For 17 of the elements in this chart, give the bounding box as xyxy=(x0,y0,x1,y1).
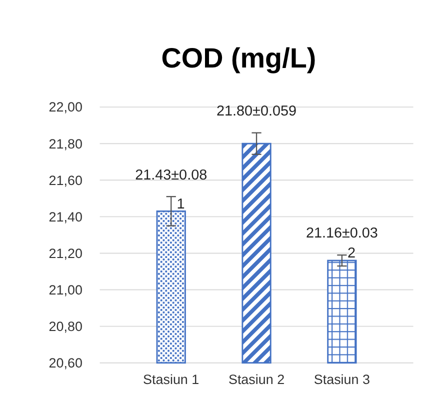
y-tick-label: 21,60 xyxy=(48,172,82,188)
chart-title: COD (mg/L) xyxy=(161,42,316,74)
y-tick-label: 20,60 xyxy=(48,356,82,371)
x-tick-label: Stasiun 3 xyxy=(314,372,370,387)
y-tick-label: 21,80 xyxy=(48,136,82,152)
y-tick-label: 21,00 xyxy=(48,282,82,298)
data-label: 21.80±0.059 xyxy=(216,104,297,120)
y-tick-label: 20,80 xyxy=(48,319,82,334)
x-tick-label: Stasiun 1 xyxy=(143,372,200,387)
data-label: 21.43±0.08 xyxy=(135,167,208,184)
annotation: 2 xyxy=(348,246,356,262)
y-tick-label: 21,40 xyxy=(48,209,82,224)
annotation: 1 xyxy=(176,196,185,212)
x-tick-label: Stasiun 2 xyxy=(228,372,285,387)
y-tick-label: 21,20 xyxy=(48,246,82,261)
y-tick-label: 22,00 xyxy=(48,100,82,115)
data-label: 21.16±0.03 xyxy=(306,226,378,242)
